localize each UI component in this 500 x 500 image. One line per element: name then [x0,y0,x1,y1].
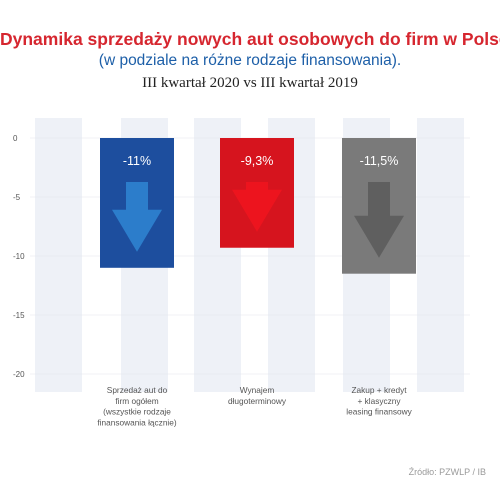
category-label-line: firm ogółem [115,396,158,406]
chart-subtitle: (w podziale na różne rodzaje finansowani… [98,52,402,69]
background-stripe [417,118,464,392]
category-label-line: długoterminowy [228,396,287,406]
down-arrow-icon [112,182,162,252]
category-label-line: Sprzedaż aut do [107,385,168,395]
bar-value-label: -11,5% [360,154,399,168]
y-tick-label: -15 [13,311,25,320]
down-arrow-icon [354,182,404,258]
bar-value-label: -11% [123,154,151,168]
category-label-line: leasing finansowy [346,407,412,417]
category-label-line: Wynajem [240,385,275,395]
y-tick-label: 0 [13,134,18,143]
bar-value-label: -9,3% [241,154,274,168]
background-stripe [35,118,82,392]
down-arrow-icon [232,182,282,232]
category-label-line: + klasyczny [357,396,401,406]
category-label: Zakup + kredyt + klasyczny leasing finanso… [346,385,412,417]
category-label-line: Zakup + kredyt [351,385,407,395]
y-tick-label: -5 [13,193,21,202]
category-label-line: (wszystkie rodzaje [103,407,171,417]
category-label-line: finansowania łącznie) [97,417,177,427]
chart-title: Dynamika sprzedaży nowych aut osobowych … [0,29,500,49]
source-note: Źródło: PZWLP / IB [408,467,486,477]
category-label: Sprzedaż aut do firm ogółem (wszystkie rod… [97,385,177,427]
category-label: Wynajem długoterminowy [228,385,287,406]
y-tick-label: -10 [13,252,25,261]
chart-period: III kwartał 2020 vs III kwartał 2019 [142,75,358,91]
y-tick-label: -20 [13,370,25,379]
